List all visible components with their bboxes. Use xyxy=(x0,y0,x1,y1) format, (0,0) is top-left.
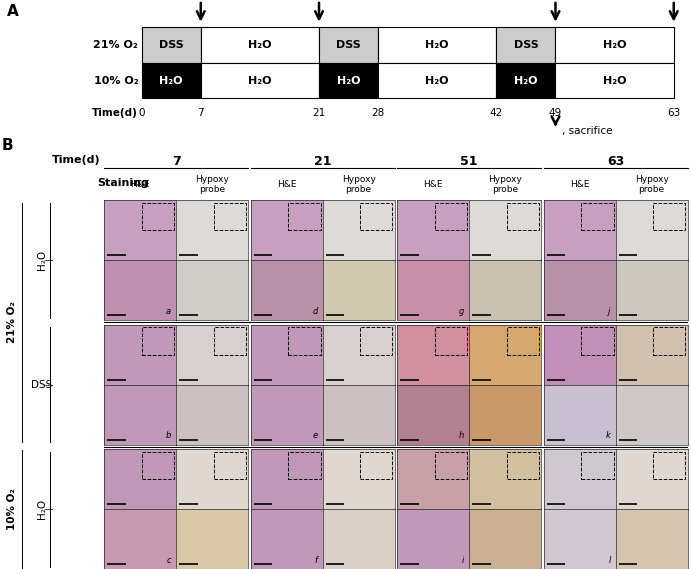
Bar xyxy=(496,63,556,98)
Text: , sacrifice: , sacrifice xyxy=(562,126,613,136)
Text: b: b xyxy=(166,431,171,440)
Text: 10% O₂: 10% O₂ xyxy=(7,488,17,530)
Text: 63: 63 xyxy=(667,108,681,118)
Bar xyxy=(581,452,614,479)
Text: H₂O: H₂O xyxy=(248,76,272,85)
Text: d: d xyxy=(312,307,318,316)
Bar xyxy=(378,27,496,63)
Text: 7: 7 xyxy=(198,108,204,118)
Bar xyxy=(288,327,321,354)
Text: e: e xyxy=(312,431,318,440)
Text: 63: 63 xyxy=(607,155,624,168)
Text: H₂O: H₂O xyxy=(37,499,47,519)
Bar xyxy=(653,327,685,354)
Text: 42: 42 xyxy=(490,108,503,118)
Bar xyxy=(653,203,685,230)
Text: DSS: DSS xyxy=(159,40,184,50)
Text: H₂O: H₂O xyxy=(37,250,47,270)
Text: DSS: DSS xyxy=(31,380,53,390)
Bar xyxy=(201,27,319,63)
Bar xyxy=(435,452,467,479)
Text: H₂O: H₂O xyxy=(603,76,626,85)
Text: H₂O: H₂O xyxy=(160,76,183,85)
Text: 49: 49 xyxy=(549,108,562,118)
Text: Hypoxy
probe: Hypoxy probe xyxy=(634,175,669,195)
Bar xyxy=(142,203,174,230)
Bar xyxy=(360,203,392,230)
Text: H&E: H&E xyxy=(277,180,296,189)
Bar xyxy=(653,452,685,479)
Bar xyxy=(288,452,321,479)
Text: h: h xyxy=(459,431,464,440)
Bar xyxy=(360,452,392,479)
Text: H₂O: H₂O xyxy=(337,76,360,85)
Bar xyxy=(556,27,674,63)
Bar xyxy=(214,327,246,354)
Bar xyxy=(142,27,201,63)
Text: H₂O: H₂O xyxy=(514,76,538,85)
Text: Time(d): Time(d) xyxy=(93,108,138,118)
Text: DSS: DSS xyxy=(513,40,538,50)
Text: 0: 0 xyxy=(138,108,145,118)
Bar xyxy=(496,27,556,63)
Bar xyxy=(581,327,614,354)
Text: B: B xyxy=(2,138,14,153)
Bar xyxy=(142,63,201,98)
Text: H&E: H&E xyxy=(570,180,589,189)
Bar xyxy=(214,203,246,230)
Bar xyxy=(435,203,467,230)
Text: k: k xyxy=(606,431,611,440)
Bar xyxy=(319,63,378,98)
Text: Time(d): Time(d) xyxy=(53,155,101,166)
Bar xyxy=(507,203,539,230)
Text: 21: 21 xyxy=(314,155,332,168)
Text: H₂O: H₂O xyxy=(426,40,449,50)
Text: 51: 51 xyxy=(460,155,478,168)
Text: c: c xyxy=(167,556,171,565)
Text: H₂O: H₂O xyxy=(248,40,272,50)
Text: A: A xyxy=(7,4,19,19)
Text: H₂O: H₂O xyxy=(426,76,449,85)
Text: DSS: DSS xyxy=(337,40,361,50)
Text: j: j xyxy=(608,307,611,316)
Bar xyxy=(435,327,467,354)
Bar xyxy=(201,63,319,98)
Text: f: f xyxy=(314,556,318,565)
Text: a: a xyxy=(166,307,171,316)
Text: Hypoxy
probe: Hypoxy probe xyxy=(341,175,376,195)
Bar xyxy=(581,203,614,230)
Text: l: l xyxy=(608,556,611,565)
Bar xyxy=(507,327,539,354)
Text: i: i xyxy=(462,556,464,565)
Text: 7: 7 xyxy=(172,155,180,168)
Text: Staining: Staining xyxy=(97,178,149,188)
Bar xyxy=(507,452,539,479)
Bar xyxy=(378,63,496,98)
Text: Hypoxy
probe: Hypoxy probe xyxy=(488,175,522,195)
Bar xyxy=(360,327,392,354)
Text: H₂O: H₂O xyxy=(603,40,626,50)
Bar xyxy=(288,203,321,230)
Bar xyxy=(142,452,174,479)
Text: g: g xyxy=(459,307,464,316)
Bar xyxy=(142,327,174,354)
Bar xyxy=(319,27,378,63)
Text: 21: 21 xyxy=(312,108,325,118)
Text: 10% O₂: 10% O₂ xyxy=(93,76,138,85)
Bar xyxy=(214,452,246,479)
Text: Hypoxy
probe: Hypoxy probe xyxy=(195,175,229,195)
Text: 21% O₂: 21% O₂ xyxy=(7,302,17,343)
Text: 28: 28 xyxy=(372,108,385,118)
Text: H&E: H&E xyxy=(424,180,443,189)
Text: 21% O₂: 21% O₂ xyxy=(93,40,138,50)
Text: H&E: H&E xyxy=(131,180,150,189)
Bar xyxy=(556,63,674,98)
